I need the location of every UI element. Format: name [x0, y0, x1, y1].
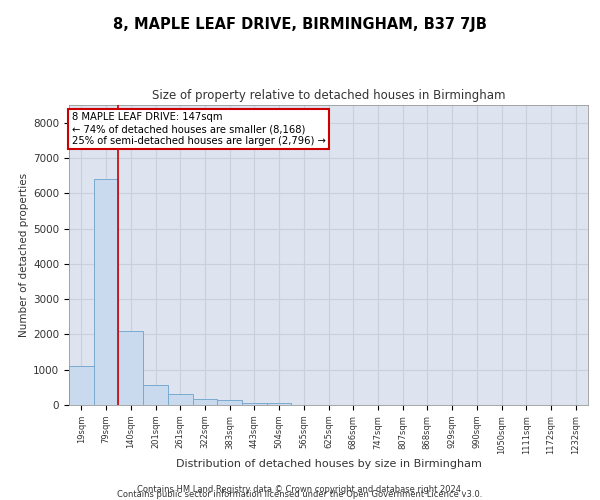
X-axis label: Distribution of detached houses by size in Birmingham: Distribution of detached houses by size …: [176, 460, 481, 469]
Text: 8, MAPLE LEAF DRIVE, BIRMINGHAM, B37 7JB: 8, MAPLE LEAF DRIVE, BIRMINGHAM, B37 7JB: [113, 18, 487, 32]
Bar: [143, 384, 168, 405]
Bar: [242, 402, 267, 405]
Y-axis label: Number of detached properties: Number of detached properties: [19, 173, 29, 337]
Bar: [193, 399, 217, 405]
Text: Contains HM Land Registry data © Crown copyright and database right 2024.: Contains HM Land Registry data © Crown c…: [137, 484, 463, 494]
Text: Contains public sector information licensed under the Open Government Licence v3: Contains public sector information licen…: [118, 490, 482, 499]
Bar: [267, 403, 292, 405]
Text: 8 MAPLE LEAF DRIVE: 147sqm
← 74% of detached houses are smaller (8,168)
25% of s: 8 MAPLE LEAF DRIVE: 147sqm ← 74% of deta…: [71, 112, 325, 146]
Bar: [94, 179, 118, 405]
Title: Size of property relative to detached houses in Birmingham: Size of property relative to detached ho…: [152, 90, 505, 102]
Bar: [217, 400, 242, 405]
Bar: [118, 331, 143, 405]
Bar: [69, 366, 94, 405]
Bar: [168, 394, 193, 405]
